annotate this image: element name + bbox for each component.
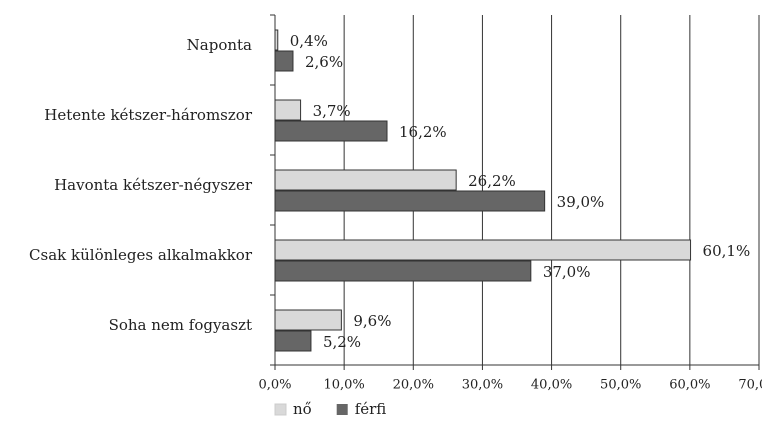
x-tick-label: 20,0% [393, 378, 434, 393]
category-label: Csak különleges alkalmakkor [29, 246, 253, 264]
value-label: 26,2% [468, 172, 516, 190]
value-label: 37,0% [543, 263, 591, 281]
bar [274, 50, 294, 72]
legend-label: férfi [355, 400, 387, 418]
bar [274, 330, 312, 352]
bar [274, 239, 692, 261]
category-label: Hetente kétszer-háromszor [44, 106, 253, 124]
bar [274, 169, 457, 191]
x-tick-label: 60,0% [669, 378, 710, 393]
x-tick-label: 10,0% [323, 378, 364, 393]
x-tick-label: 50,0% [600, 378, 641, 393]
bar [274, 260, 532, 282]
value-label: 60,1% [703, 242, 751, 260]
legend-swatch [336, 404, 348, 415]
bar [274, 120, 388, 142]
value-label: 2,6% [305, 53, 343, 71]
x-tick-label: 0,0% [258, 378, 291, 393]
legend-swatch [274, 403, 287, 416]
category-label: Naponta [187, 36, 252, 54]
value-label: 5,2% [323, 333, 361, 351]
x-tick-label: 30,0% [462, 378, 503, 393]
bar [274, 309, 342, 331]
value-label: 3,7% [313, 102, 351, 120]
value-label: 9,6% [353, 312, 391, 330]
category-label: Soha nem fogyaszt [109, 316, 252, 334]
value-label: 0,4% [290, 32, 328, 50]
x-tick-label: 70,0% [738, 378, 762, 393]
bar [274, 99, 302, 121]
value-label: 16,2% [399, 123, 447, 141]
bar [274, 29, 279, 51]
legend-label: nő [293, 400, 312, 418]
category-label: Havonta kétszer-négyszer [54, 176, 253, 194]
value-label: 39,0% [557, 193, 605, 211]
bar [274, 190, 546, 212]
x-tick-label: 40,0% [531, 378, 572, 393]
